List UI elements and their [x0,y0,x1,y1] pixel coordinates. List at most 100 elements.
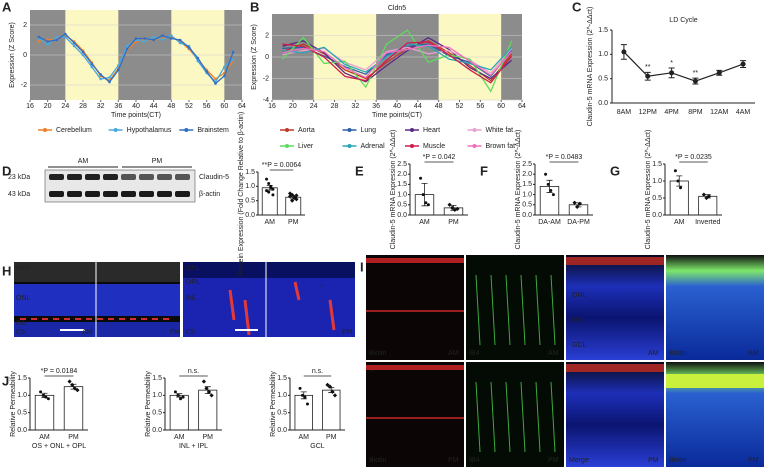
y-tick-label: 2.0 [522,171,532,178]
point [46,40,49,43]
data-point [201,379,207,384]
data-point [450,205,455,210]
point [205,70,208,73]
legend-label: Cerebellum [56,127,92,134]
stain [163,318,169,320]
data-point [546,182,550,186]
micrograph [366,255,464,360]
y-tick-label: 1.5 [522,181,532,188]
stain [20,318,26,320]
data-point [706,194,712,199]
y-tick-label: 0 [23,52,27,59]
point [187,46,191,49]
vessel [505,274,511,346]
arrow: → [368,367,375,374]
band [139,174,154,180]
image-label: AM [448,350,459,357]
series-line [282,44,513,79]
image-label: PM [448,457,459,464]
data-point [206,389,212,394]
y-tick-label: 0.5 [277,410,287,417]
x-tick-label: AM [174,434,185,441]
legend-swatch [285,144,289,148]
data-point [44,395,48,399]
data-point [551,193,555,197]
x-tick-label: 44 [414,103,422,110]
data-point [269,184,273,188]
panel-label: I [360,259,364,274]
layer [14,262,180,282]
stain [328,299,336,331]
stain [64,318,70,320]
image-label: PM [170,329,181,336]
image-label: AM [82,329,93,336]
x-tick-label: 28 [79,103,87,110]
point [55,35,58,39]
x-tick-label: 56 [476,103,484,110]
vessel [505,381,511,453]
x-tick-label: 64 [518,103,526,110]
image-label: ONL [16,295,31,302]
panel-label: H [2,263,11,278]
point [99,73,102,76]
data-point [271,193,275,197]
point [231,58,235,61]
vessel [490,274,496,346]
y-tick-label: 1.0 [277,392,287,399]
series-line [623,51,744,82]
y-axis-label: Claudin-5 mRNA Expression (2^-ΔΔct) [587,7,594,127]
x-tick-label: PM [448,219,459,226]
point [645,73,651,79]
x-tick-label: 52 [456,103,464,110]
band [175,174,190,180]
legend-swatch [285,128,289,132]
point [72,44,76,48]
y-tick-label: 0.0 [652,212,662,219]
band [175,191,190,197]
y-tick-label: 1.5 [277,375,287,382]
y-tick-label: 0.5 [397,202,407,209]
point [178,38,182,42]
p-value: *P = 0.0184 [41,368,78,375]
x-tick-label: 20 [44,103,52,110]
panel-label: G [610,163,620,178]
legend-swatch [472,128,477,132]
vessel [535,381,541,453]
vessel [475,274,481,346]
y-tick-label: -2 [263,75,269,82]
x-tick-label: AM [419,219,430,226]
layer [366,365,464,370]
sig-label: * [670,60,673,67]
vessel [520,274,526,346]
point [621,49,627,55]
image-label: INL [572,317,583,324]
image-label: PM [648,457,659,464]
legend-swatch [410,144,414,148]
x-tick-label: AM [674,219,685,226]
data-point [426,203,430,207]
data-point [572,200,577,205]
x-tick-label: DA-PM [567,219,590,226]
x-tick-label: 12AM [710,109,728,116]
layer [666,374,764,388]
y-tick-label: 2 [23,22,27,29]
sig-label: ** [693,70,699,77]
image-label: Biotin [669,457,687,464]
y-tick-label: 1.0 [598,51,608,58]
x-tick-label: PM [68,434,79,441]
data-point [267,181,271,185]
micrograph [466,255,564,360]
p-value: *P = 0.0483 [546,154,583,161]
image-label: PM [748,457,759,464]
panel-label: D [2,163,11,178]
point [46,43,49,46]
legend-label: White fat [486,127,514,134]
x-tick-label: 52 [185,103,193,110]
data-point [179,397,183,401]
y-tick-label: 0.5 [17,410,27,417]
y-tick-label: 1.0 [522,191,532,198]
y-tick-label: 0.0 [17,427,27,434]
image-label: INL [186,295,197,302]
legend-swatch [410,128,414,132]
